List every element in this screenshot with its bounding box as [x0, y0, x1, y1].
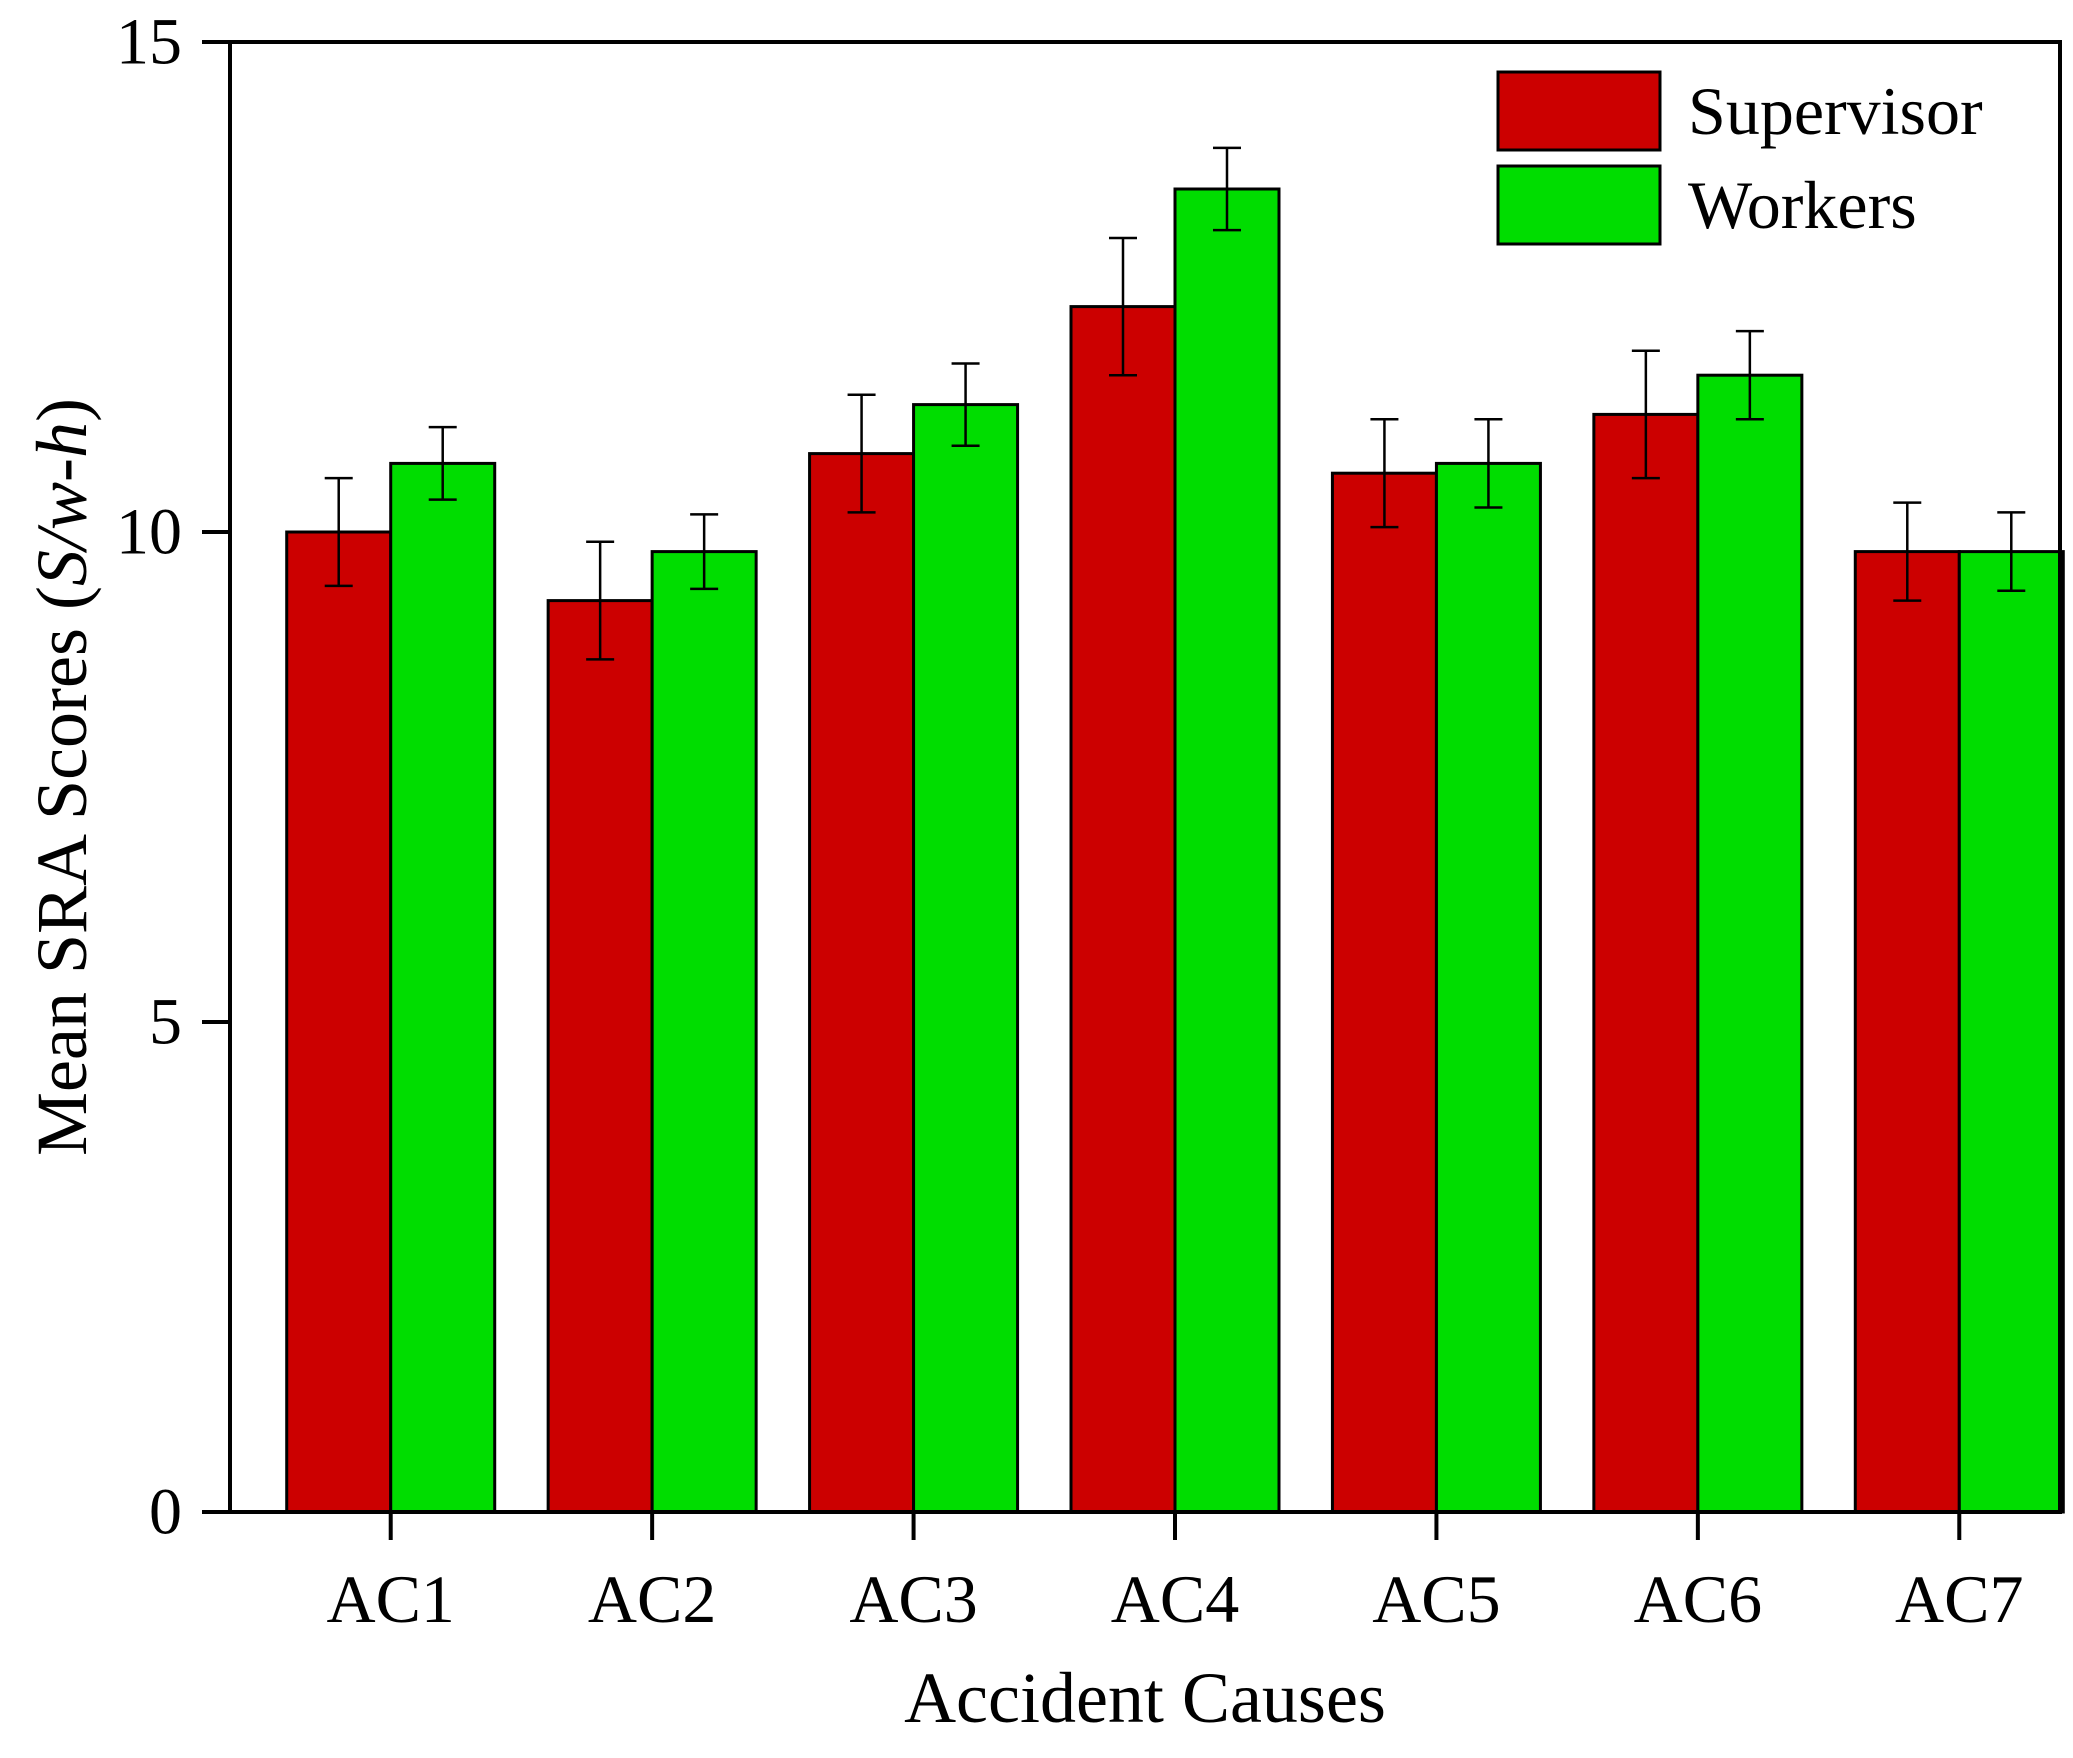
y-tick-label: 5	[149, 986, 182, 1059]
y-axis-title-main: Mean SRA Scores (	[22, 586, 102, 1156]
bar-workers-ac5	[1434, 461, 1542, 1514]
error-bar-workers-ac4	[1213, 146, 1241, 232]
error-bar-supervisor-ac5	[1370, 418, 1399, 529]
bars-layer	[285, 146, 2065, 1514]
y-tick-label: 15	[116, 6, 182, 79]
bar-workers-ac6	[1696, 373, 1804, 1514]
error-bar-supervisor-ac7	[1893, 501, 1922, 602]
error-bar-supervisor-ac2	[586, 540, 615, 661]
y-tick-label: 10	[116, 496, 182, 569]
error-bar-workers-ac3	[951, 362, 980, 448]
error-bar-supervisor-ac4	[1109, 236, 1137, 377]
legend: Supervisor Workers	[1496, 70, 1983, 246]
y-axis-title-close: )	[22, 398, 102, 422]
bar-workers-ac1	[389, 461, 497, 1514]
bar-supervisor-ac1	[285, 530, 393, 1514]
bar-workers-ac7	[1957, 550, 2065, 1514]
bar-workers-ac2	[650, 550, 758, 1514]
bar-supervisor-ac3	[808, 452, 916, 1514]
y-axis: 0 5 10 15	[116, 6, 230, 1549]
x-axis: AC1 AC2 AC3 AC4 AC5 AC6 AC7	[326, 1512, 2024, 1637]
x-tick-label: AC4	[1111, 1561, 1239, 1637]
error-bar-supervisor-ac6	[1631, 349, 1660, 480]
x-tick-label: AC3	[849, 1561, 977, 1637]
bar-supervisor-ac4	[1069, 305, 1177, 1514]
x-tick-label: AC6	[1634, 1561, 1762, 1637]
bar-workers-ac3	[912, 403, 1020, 1514]
error-bar-supervisor-ac1	[324, 476, 353, 588]
plot-frame	[228, 40, 2062, 1514]
x-tick-label: AC1	[326, 1561, 454, 1637]
y-axis-title-units: S/w-h	[22, 422, 102, 586]
bar-supervisor-ac5	[1330, 471, 1438, 1514]
x-tick-label: AC7	[1895, 1561, 2023, 1637]
x-axis-title: Accident Causes	[904, 1658, 1386, 1738]
y-axis-title: Mean SRA Scores (S/w-h)	[22, 398, 102, 1156]
bar-supervisor-ac7	[1853, 550, 1961, 1514]
x-tick-label: AC2	[588, 1561, 716, 1637]
legend-label-supervisor: Supervisor	[1688, 73, 1983, 149]
error-bar-workers-ac1	[428, 425, 457, 501]
error-bar-workers-ac7	[1997, 511, 2026, 593]
error-bar-workers-ac2	[690, 513, 719, 591]
bar-workers-ac4	[1173, 187, 1281, 1514]
y-tick-label: 0	[149, 1476, 182, 1549]
legend-label-workers: Workers	[1688, 167, 1917, 243]
x-tick-label: AC5	[1372, 1561, 1500, 1637]
legend-swatch-supervisor	[1496, 70, 1662, 152]
error-bar-workers-ac6	[1735, 329, 1764, 421]
bar-supervisor-ac6	[1592, 412, 1700, 1514]
bar-supervisor-ac2	[546, 599, 654, 1514]
error-bar-workers-ac5	[1474, 418, 1503, 509]
error-bar-supervisor-ac3	[847, 393, 876, 514]
legend-swatch-workers	[1496, 164, 1662, 246]
